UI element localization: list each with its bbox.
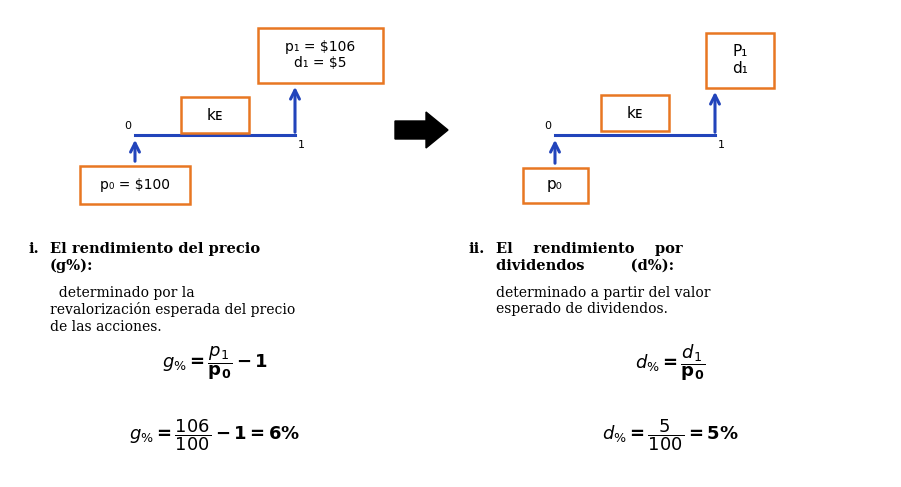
- Text: p₀: p₀: [547, 177, 563, 192]
- FancyBboxPatch shape: [601, 95, 669, 131]
- FancyBboxPatch shape: [258, 27, 383, 82]
- Text: 0: 0: [124, 121, 131, 131]
- Text: i.: i.: [28, 242, 39, 256]
- Text: 1: 1: [718, 140, 725, 150]
- Text: $\boldsymbol{d_{\%} = \dfrac{5}{100} = 5\%}$: $\boldsymbol{d_{\%} = \dfrac{5}{100} = 5…: [602, 417, 738, 453]
- Text: p₁ = $106
d₁ = $5: p₁ = $106 d₁ = $5: [285, 40, 355, 70]
- Text: El    rendimiento    por
dividendos         (d%):: El rendimiento por dividendos (d%):: [496, 242, 683, 272]
- Text: El rendimiento del precio
(g%):: El rendimiento del precio (g%):: [50, 242, 260, 273]
- Text: determinado a partir del valor
esperado de dividendos.: determinado a partir del valor esperado …: [496, 286, 711, 316]
- FancyBboxPatch shape: [80, 166, 190, 204]
- Text: P₁
d₁: P₁ d₁: [732, 44, 748, 76]
- Text: $\boldsymbol{d_{\%} = \dfrac{d_1}{\mathbf{p_0}}}$: $\boldsymbol{d_{\%} = \dfrac{d_1}{\mathb…: [635, 343, 705, 383]
- Text: $\boldsymbol{g_{\%} = \dfrac{106}{100} - 1 = 6\%}$: $\boldsymbol{g_{\%} = \dfrac{106}{100} -…: [130, 417, 301, 453]
- FancyBboxPatch shape: [523, 168, 587, 203]
- Text: kᴇ: kᴇ: [207, 108, 223, 123]
- Text: 0: 0: [544, 121, 551, 131]
- Text: ii.: ii.: [468, 242, 484, 256]
- FancyArrow shape: [395, 112, 448, 148]
- Text: kᴇ: kᴇ: [627, 106, 643, 120]
- FancyBboxPatch shape: [706, 33, 774, 88]
- Text: determinado por la
revalorización esperada del precio
de las acciones.: determinado por la revalorización espera…: [50, 286, 296, 334]
- Text: 1: 1: [298, 140, 305, 150]
- Text: $\boldsymbol{g_{\%} = \dfrac{p_1}{\mathbf{p_0}} - 1}$: $\boldsymbol{g_{\%} = \dfrac{p_1}{\mathb…: [162, 344, 268, 382]
- Text: p₀ = $100: p₀ = $100: [100, 178, 170, 192]
- FancyBboxPatch shape: [181, 97, 249, 133]
